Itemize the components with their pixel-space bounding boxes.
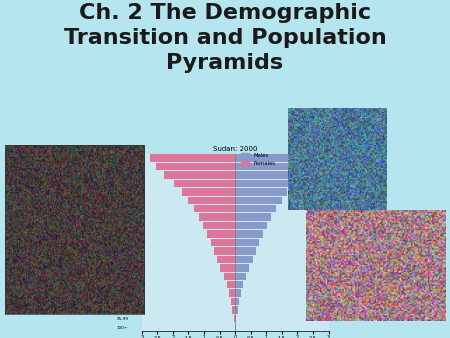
Bar <box>194 205 235 212</box>
Bar <box>235 188 288 195</box>
Bar <box>235 272 246 280</box>
Bar <box>235 239 259 246</box>
Bar <box>217 256 235 263</box>
Bar <box>156 163 235 170</box>
Bar <box>231 298 235 306</box>
Bar <box>174 180 235 187</box>
Bar <box>235 323 236 331</box>
Bar <box>235 281 243 288</box>
Bar <box>235 163 314 170</box>
Text: Ch. 2 The Demographic
Transition and Population
Pyramids: Ch. 2 The Demographic Transition and Pop… <box>63 3 387 73</box>
Bar <box>150 154 235 162</box>
Bar <box>235 289 241 297</box>
Bar <box>224 272 235 280</box>
Bar <box>188 196 235 204</box>
Bar <box>229 289 235 297</box>
Bar <box>164 171 235 178</box>
Bar <box>211 239 235 246</box>
Title: Sudan: 2000: Sudan: 2000 <box>213 146 257 152</box>
Bar <box>234 315 235 322</box>
Bar <box>235 298 239 306</box>
Bar <box>220 264 235 272</box>
Bar <box>235 171 305 178</box>
Bar <box>235 306 238 314</box>
Bar <box>235 154 320 162</box>
Bar <box>235 205 276 212</box>
Bar <box>207 231 235 238</box>
Bar <box>203 222 235 229</box>
Legend: Males, Females: Males, Females <box>242 153 276 166</box>
Bar <box>235 180 296 187</box>
Bar <box>235 196 282 204</box>
Bar <box>232 306 235 314</box>
Bar <box>235 315 236 322</box>
Bar <box>214 247 235 255</box>
Bar <box>182 188 235 195</box>
Bar <box>235 222 267 229</box>
Bar <box>235 231 263 238</box>
Bar <box>234 323 235 331</box>
Bar <box>227 281 235 288</box>
Bar <box>235 214 271 221</box>
Bar <box>235 247 256 255</box>
Bar <box>199 214 235 221</box>
Bar <box>235 256 252 263</box>
Bar <box>235 264 249 272</box>
